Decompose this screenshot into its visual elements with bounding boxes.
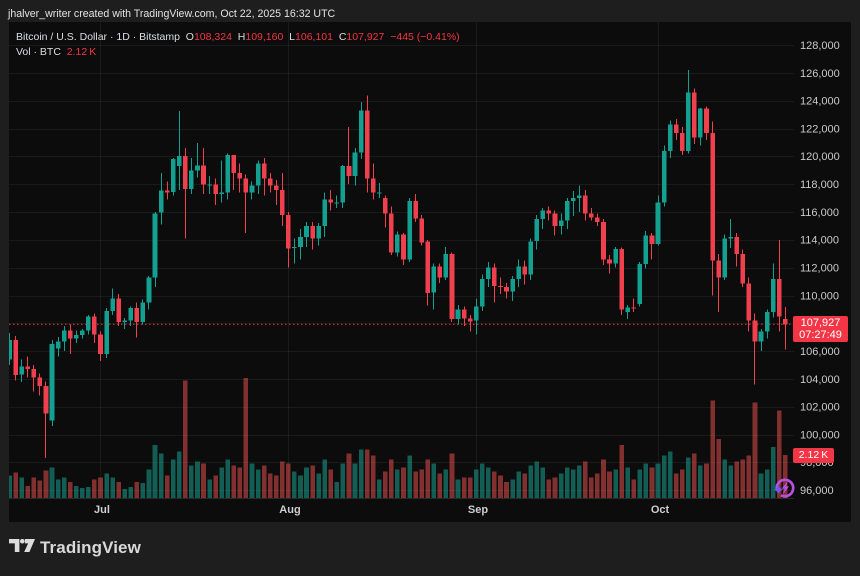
svg-text:100,000: 100,000 xyxy=(800,429,840,441)
svg-text:128,000: 128,000 xyxy=(800,40,840,52)
svg-text:116,000: 116,000 xyxy=(800,207,839,219)
svg-text:120,000: 120,000 xyxy=(800,151,840,163)
svg-text:112,000: 112,000 xyxy=(800,263,839,275)
svg-text:118,000: 118,000 xyxy=(800,179,839,191)
svg-text:124,000: 124,000 xyxy=(800,96,840,108)
svg-text:126,000: 126,000 xyxy=(800,68,840,80)
svg-text:102,000: 102,000 xyxy=(800,402,840,414)
svg-text:106,000: 106,000 xyxy=(800,346,840,358)
svg-text:104,000: 104,000 xyxy=(800,374,840,386)
svg-text:122,000: 122,000 xyxy=(800,123,840,135)
svg-text:114,000: 114,000 xyxy=(800,235,839,247)
svg-text:110,000: 110,000 xyxy=(800,290,839,302)
svg-text:96,000: 96,000 xyxy=(800,485,834,497)
